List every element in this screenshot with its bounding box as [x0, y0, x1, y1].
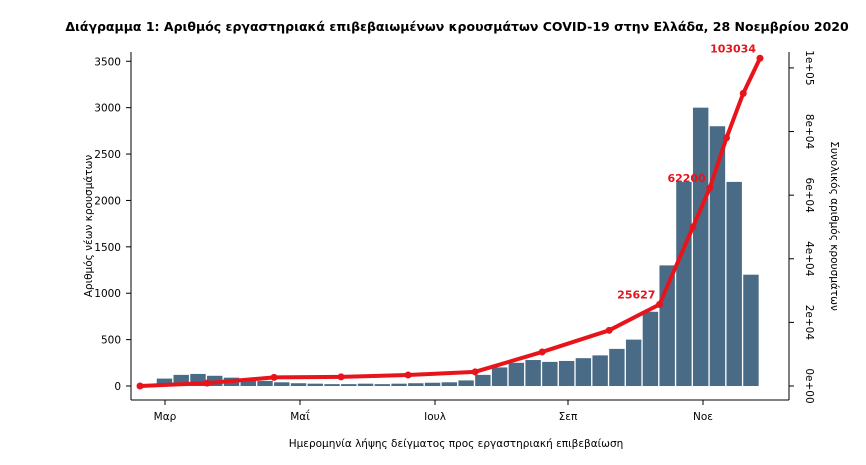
y2-tick-label: 2e+04: [803, 305, 815, 341]
bar: [424, 382, 441, 386]
bar: [709, 126, 726, 386]
bar: [508, 362, 525, 386]
x-tick-label: Ιουλ: [424, 411, 446, 423]
bar: [156, 378, 173, 386]
bar: [341, 384, 357, 386]
bar: [357, 383, 374, 386]
cumulative-point: [655, 300, 663, 308]
bar: [475, 374, 491, 386]
cumulative-series: [136, 54, 764, 390]
x-axis: Μαρ Μαΐ Ιουλ Σεπ Νοε: [154, 400, 713, 423]
y2-tick-label: 6e+04: [803, 177, 815, 213]
y-tick-label: 1000: [94, 288, 121, 300]
y2-tick-label: 8e+04: [803, 114, 815, 150]
bar: [324, 384, 340, 386]
x-tick-label: Μαρ: [154, 411, 177, 423]
bar: [491, 367, 508, 386]
bar: [458, 380, 474, 386]
bar: [240, 379, 256, 386]
bar: [642, 311, 659, 386]
y-tick-label: 1500: [94, 242, 121, 254]
chart-title: Διάγραμμα 1: Αριθμός εργαστηριακά επιβεβ…: [65, 19, 849, 34]
cumulative-point: [722, 134, 730, 142]
bar: [290, 383, 307, 386]
y-tick-label: 2000: [94, 195, 121, 207]
annotations: 25627 62200 103034: [617, 42, 756, 301]
y-tick-label: 0: [114, 381, 121, 393]
right-axis: 0e+00 2e+04 4e+04 6e+04 8e+04 1e+05: [789, 50, 815, 404]
cumulative-point: [337, 373, 345, 381]
cumulative-annotation: 62200: [667, 172, 706, 185]
x-tick-label: Σεπ: [559, 411, 578, 423]
cumulative-point: [756, 54, 764, 62]
y2-tick-label: 0e+00: [803, 368, 815, 403]
bar: [257, 380, 273, 386]
bar: [525, 360, 541, 386]
bar: [692, 107, 709, 387]
y-tick-label: 3000: [94, 103, 121, 115]
y2-tick-label: 1e+05: [803, 50, 815, 85]
y2-axis-label: Συνολικός αριθμός κρουσμάτων: [828, 141, 840, 311]
bar: [726, 181, 742, 386]
x-tick-label: Μαΐ: [290, 409, 310, 423]
cumulative-line: [139, 57, 762, 388]
y-tick-label: 2500: [94, 149, 121, 161]
bar: [676, 181, 692, 386]
bar: [408, 383, 424, 386]
cumulative-point: [689, 223, 697, 231]
bar: [609, 348, 625, 386]
x-axis-label: Ημερομηνία λήψης δείγματος προς εργαστηρ…: [289, 438, 624, 450]
bar: [441, 382, 458, 386]
cumulative-point: [136, 382, 144, 390]
cumulative-point: [706, 184, 714, 192]
bar: [575, 358, 592, 386]
y-tick-label: 500: [101, 335, 121, 347]
left-axis: 0 500 1000 1500 2000 2500 3000 3500: [94, 56, 131, 393]
bar: [307, 383, 323, 386]
cumulative-point: [203, 379, 211, 387]
cumulative-annotation: 25627: [617, 288, 655, 301]
bar: [391, 383, 407, 386]
bar: [558, 360, 575, 386]
y-axis-label: Αριθμός νέων κρουσμάτων: [83, 155, 95, 298]
bar: [625, 339, 642, 386]
y-tick-label: 3500: [94, 56, 121, 68]
cumulative-point: [538, 348, 546, 356]
cumulative-point: [270, 373, 278, 381]
bar-series: [140, 107, 759, 387]
bar: [274, 382, 290, 386]
cumulative-annotation: 103034: [710, 42, 756, 55]
bar: [743, 274, 759, 386]
x-tick-label: Νοε: [693, 411, 713, 423]
bar: [173, 374, 189, 386]
y2-tick-label: 4e+04: [803, 241, 815, 277]
bar: [592, 355, 608, 386]
cumulative-point: [605, 326, 613, 334]
cumulative-point: [739, 89, 747, 97]
bar: [542, 361, 558, 386]
cumulative-point: [471, 368, 479, 376]
cumulative-point: [404, 371, 412, 379]
bar: [374, 384, 391, 386]
